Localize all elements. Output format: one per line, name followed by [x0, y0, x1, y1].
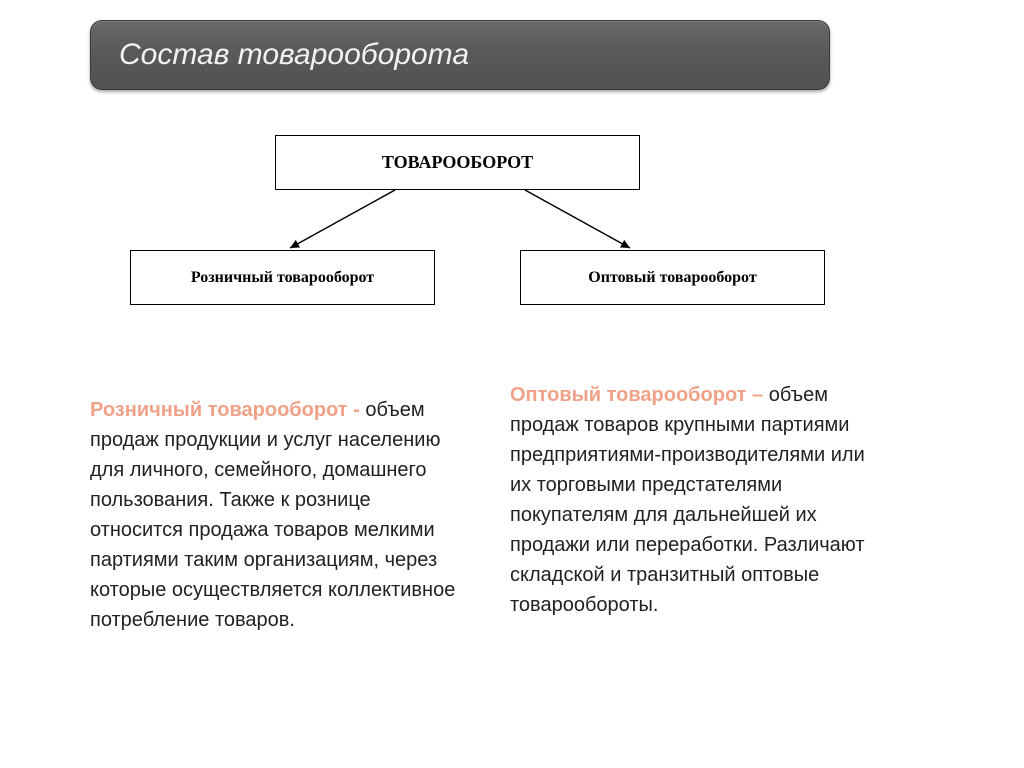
definition-retail-text: Розничный товарооборот - объем продаж пр… [90, 395, 460, 635]
definition-wholesale-title: Оптовый товарооборот [510, 384, 746, 406]
definition-wholesale-body: объем продаж товаров крупными партиями п… [510, 384, 865, 616]
diagram-left-label: Розничный товарооборот [191, 269, 374, 287]
definition-retail: Розничный товарооборот - объем продаж пр… [90, 395, 460, 635]
diagram-left-box: Розничный товарооборот [130, 250, 435, 305]
definition-retail-title-suffix: - [348, 399, 360, 421]
definition-retail-title: Розничный товарооборот [90, 399, 348, 421]
slide-title-text: Состав товарооборота [119, 38, 469, 72]
diagram-root-box: ТОВАРООБОРОТ [275, 135, 640, 190]
diagram-right-box: Оптовый товарооборот [520, 250, 825, 305]
definition-wholesale: Оптовый товарооборот – объем продаж това… [510, 380, 880, 620]
diagram-right-label: Оптовый товарооборот [588, 269, 756, 287]
slide-title-bar: Состав товарооборота [90, 20, 830, 90]
definition-wholesale-text: Оптовый товарооборот – объем продаж това… [510, 380, 880, 620]
definition-retail-body: объем продаж продукции и услуг населению… [90, 399, 455, 631]
diagram-root-label: ТОВАРООБОРОТ [382, 152, 533, 173]
definition-wholesale-title-suffix: – [746, 384, 763, 406]
